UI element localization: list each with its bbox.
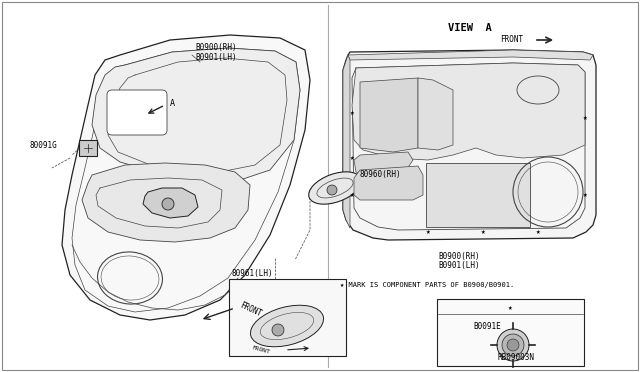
Polygon shape [418, 78, 453, 150]
Circle shape [502, 334, 524, 356]
FancyBboxPatch shape [229, 279, 346, 356]
Polygon shape [62, 35, 310, 320]
Text: FRONT: FRONT [500, 35, 523, 45]
Text: B0091E: B0091E [473, 322, 500, 331]
Text: A: A [170, 99, 175, 108]
Circle shape [497, 329, 529, 361]
Polygon shape [352, 63, 585, 160]
Polygon shape [143, 188, 198, 218]
Text: FRONT: FRONT [238, 301, 263, 319]
Polygon shape [348, 50, 593, 60]
Text: B0901(LH): B0901(LH) [438, 261, 479, 270]
Polygon shape [82, 163, 250, 242]
Text: 80961(LH): 80961(LH) [232, 269, 274, 278]
Circle shape [507, 339, 519, 351]
Text: B0900(RH): B0900(RH) [438, 252, 479, 261]
Text: ★: ★ [536, 228, 540, 237]
FancyBboxPatch shape [426, 163, 530, 227]
Text: VIEW  A: VIEW A [448, 23, 492, 33]
Ellipse shape [308, 172, 362, 204]
Polygon shape [92, 48, 300, 180]
Polygon shape [343, 55, 350, 228]
FancyBboxPatch shape [79, 140, 97, 156]
Circle shape [272, 324, 284, 336]
Polygon shape [354, 166, 423, 200]
Polygon shape [354, 152, 413, 178]
Text: RB09003N: RB09003N [498, 353, 535, 362]
FancyBboxPatch shape [107, 90, 167, 135]
Text: ★: ★ [508, 304, 513, 312]
FancyBboxPatch shape [437, 299, 584, 366]
Text: ★: ★ [481, 228, 485, 237]
Text: 80091G: 80091G [30, 141, 58, 150]
Text: ★: ★ [582, 190, 588, 199]
Text: ★: ★ [349, 109, 355, 118]
Ellipse shape [250, 305, 324, 347]
Text: ★: ★ [582, 113, 588, 122]
Text: FRONT: FRONT [251, 345, 270, 355]
Circle shape [327, 185, 337, 195]
Text: B0900(RH): B0900(RH) [195, 43, 237, 52]
Text: ★: ★ [349, 190, 355, 199]
Circle shape [162, 198, 174, 210]
Text: ★: ★ [349, 154, 355, 163]
Text: ★ MARK IS COMPONENT PARTS OF B0900/B0901.: ★ MARK IS COMPONENT PARTS OF B0900/B0901… [340, 282, 515, 288]
Polygon shape [343, 50, 596, 240]
Text: 80960(RH): 80960(RH) [360, 170, 402, 180]
Polygon shape [360, 78, 418, 152]
Text: ★: ★ [426, 228, 430, 237]
Text: B0901(LH): B0901(LH) [195, 53, 237, 62]
